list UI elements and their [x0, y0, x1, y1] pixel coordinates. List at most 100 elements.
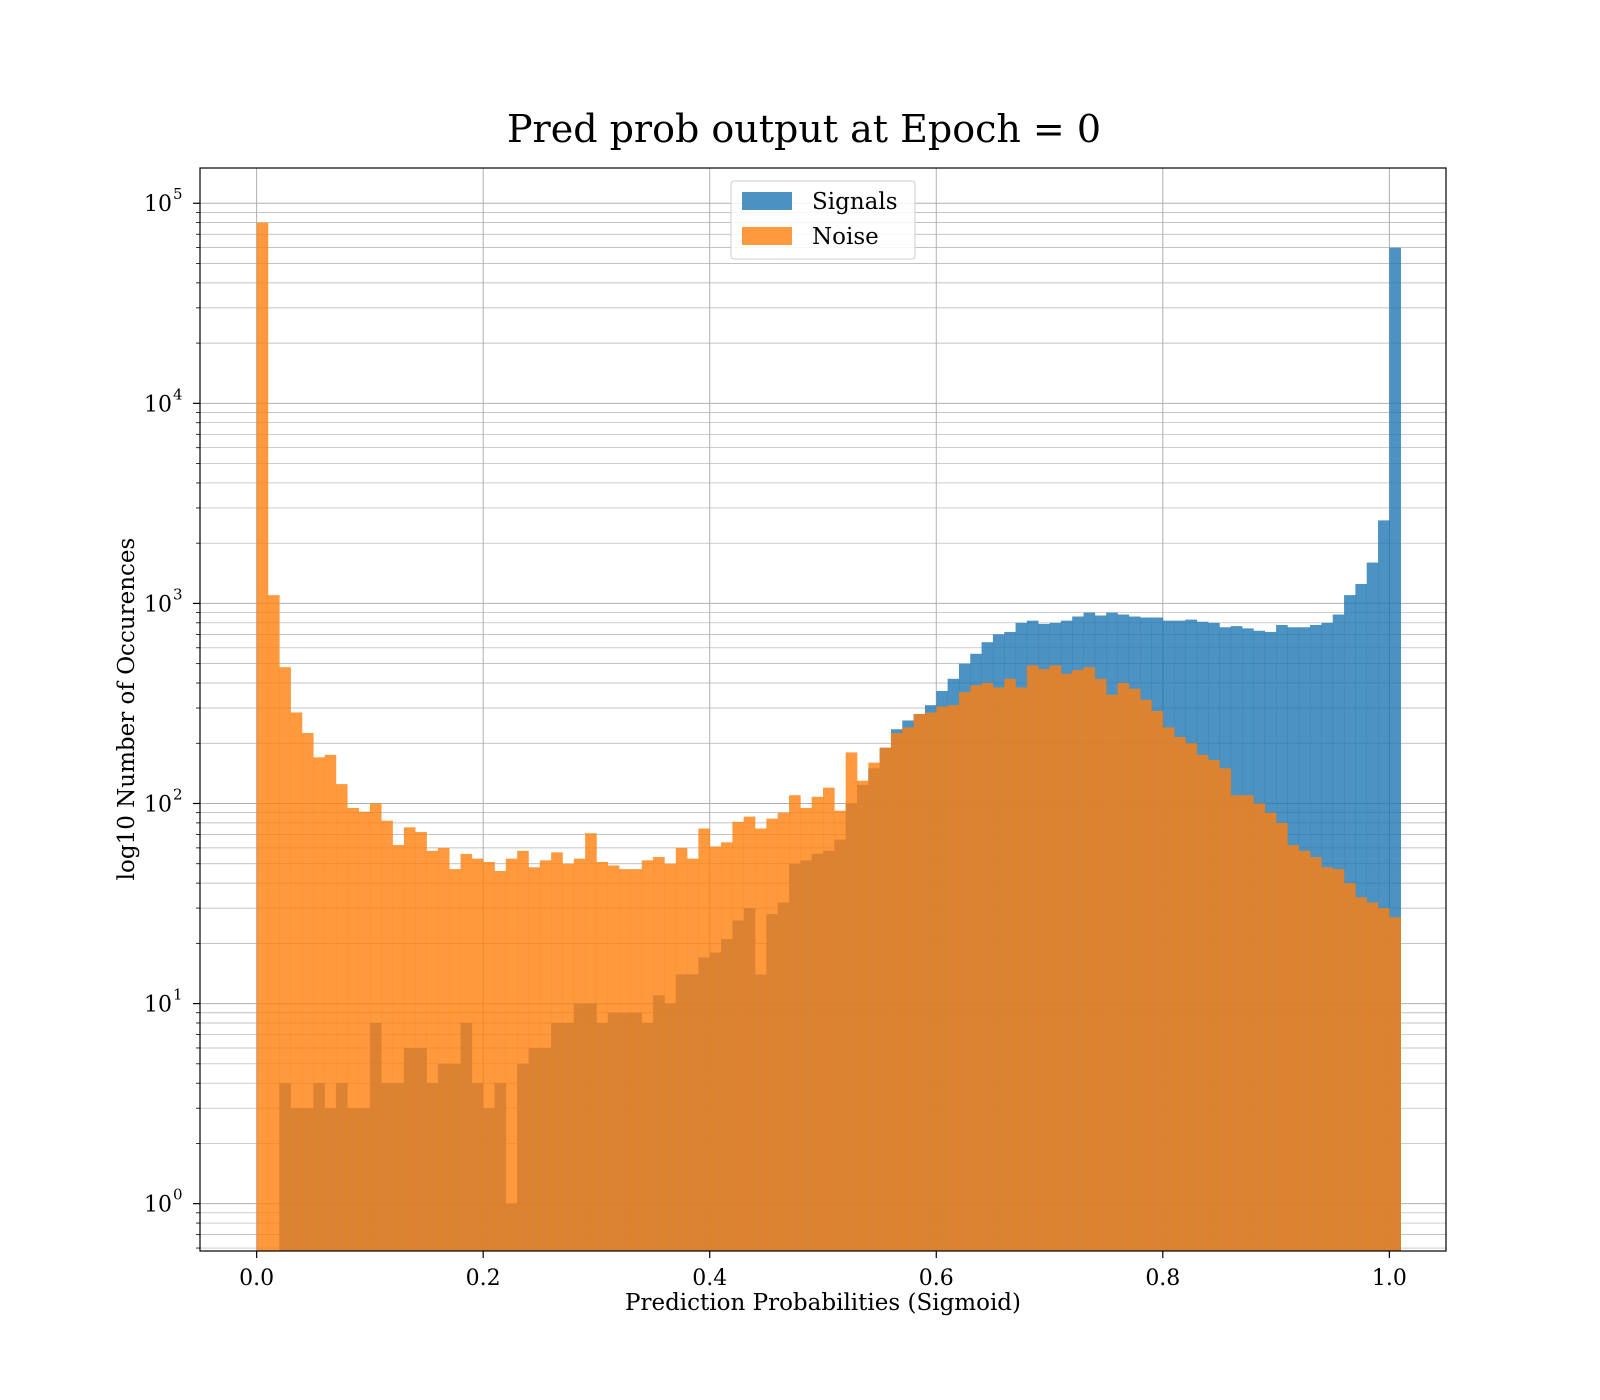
bar-noise — [279, 667, 291, 1251]
y-tick-label: 10 — [144, 392, 172, 417]
bar-noise — [1287, 845, 1300, 1251]
x-tick-label: 0.6 — [919, 1266, 954, 1291]
bar-noise — [1242, 795, 1254, 1251]
bar-noise — [1060, 673, 1073, 1251]
bar-noise — [664, 863, 677, 1251]
bar-noise — [641, 860, 654, 1251]
bar-noise — [970, 685, 982, 1251]
bar-noise — [1117, 683, 1130, 1251]
bar-noise — [1151, 710, 1164, 1251]
y-tick-label: 10 — [144, 1193, 172, 1218]
histogram-bars — [256, 222, 1401, 1252]
bar-noise — [267, 595, 280, 1251]
bar-noise — [1389, 917, 1401, 1251]
bar-noise — [324, 754, 337, 1251]
bar-noise — [721, 842, 733, 1251]
bar-noise — [585, 833, 597, 1251]
legend-swatch-noise — [742, 227, 792, 245]
bar-noise — [1276, 822, 1288, 1251]
bar-noise — [653, 857, 665, 1251]
plot-area-frame — [199, 167, 1447, 1252]
y-tick-label: 10 — [144, 592, 172, 617]
bar-noise — [335, 784, 348, 1251]
bar-noise — [687, 858, 699, 1251]
bar-noise — [1004, 678, 1016, 1251]
bar-noise — [313, 757, 325, 1251]
y-tick-label-exponent: 3 — [173, 585, 183, 603]
bar-noise — [1185, 743, 1198, 1251]
bar-noise — [573, 858, 586, 1251]
bar-noise — [958, 692, 971, 1251]
bar-noise — [460, 853, 473, 1251]
bar-noise — [1310, 857, 1322, 1251]
bar-noise — [743, 816, 756, 1251]
bar-noise — [856, 780, 869, 1251]
bar-noise — [1344, 883, 1356, 1251]
bar-noise — [1298, 850, 1311, 1251]
bar-noise — [619, 869, 631, 1251]
bar-noise — [698, 828, 711, 1251]
x-tick-label: 0.2 — [466, 1266, 501, 1291]
bar-noise — [1174, 736, 1186, 1251]
bar-noise — [358, 811, 371, 1251]
bar-noise — [1140, 699, 1152, 1251]
bar-noise — [1128, 688, 1141, 1251]
bar-noise — [1026, 665, 1039, 1251]
bar-noise — [517, 850, 529, 1251]
bar-noise — [913, 714, 926, 1251]
series-noise — [256, 222, 1401, 1252]
bar-noise — [777, 812, 790, 1251]
bar-noise — [1072, 669, 1084, 1251]
bar-noise — [607, 865, 620, 1251]
bar-noise — [992, 687, 1005, 1251]
bar-noise — [732, 821, 745, 1251]
bar-noise — [675, 847, 688, 1251]
y-tick-label-exponent: 0 — [173, 1186, 183, 1204]
y-tick-label-exponent: 2 — [173, 785, 183, 803]
bar-noise — [1038, 669, 1050, 1251]
bar-noise — [1332, 869, 1345, 1251]
bar-noise — [879, 747, 892, 1251]
bar-noise — [834, 810, 846, 1251]
bar-noise — [1049, 665, 1062, 1251]
legend-label-signals: Signals — [812, 189, 898, 215]
bar-noise — [1253, 803, 1266, 1251]
y-axis-label: log10 Number of Occurences — [114, 538, 140, 881]
bar-noise — [924, 712, 937, 1251]
bar-noise — [823, 787, 835, 1251]
y-tick-label-exponent: 1 — [173, 986, 183, 1004]
y-tick-label: 10 — [144, 192, 172, 217]
bar-noise — [449, 869, 461, 1251]
legend: Signals Noise — [730, 180, 916, 260]
bar-noise — [766, 818, 778, 1251]
x-tick-label: 0.0 — [239, 1266, 274, 1291]
bar-noise — [1015, 687, 1028, 1251]
y-tick-label: 10 — [144, 792, 172, 817]
bar-noise — [789, 795, 801, 1251]
x-axis-label: Prediction Probabilities (Sigmoid) — [625, 1290, 1021, 1316]
bar-noise — [1083, 667, 1096, 1251]
bar-noise — [1094, 678, 1107, 1251]
bar-noise — [1264, 812, 1277, 1251]
bar-noise — [1230, 795, 1243, 1251]
bar-noise — [483, 862, 495, 1251]
bar-noise — [301, 733, 314, 1251]
bar-noise — [290, 712, 303, 1251]
bar-noise — [936, 706, 948, 1251]
bar-noise — [528, 867, 541, 1251]
x-tick-label: 0.4 — [692, 1266, 727, 1291]
bar-noise — [1196, 754, 1209, 1251]
bar-noise — [868, 762, 880, 1251]
bar-noise — [471, 858, 484, 1251]
bar-noise — [981, 683, 994, 1251]
bar-noise — [392, 845, 405, 1251]
bar-noise — [437, 847, 450, 1251]
bar-noise — [1162, 727, 1175, 1251]
bar-noise — [539, 860, 552, 1251]
bar-noise — [947, 705, 960, 1251]
bar-noise — [381, 820, 393, 1251]
x-tick-label: 0.8 — [1145, 1266, 1180, 1291]
x-tick-label: 1.0 — [1372, 1266, 1407, 1291]
